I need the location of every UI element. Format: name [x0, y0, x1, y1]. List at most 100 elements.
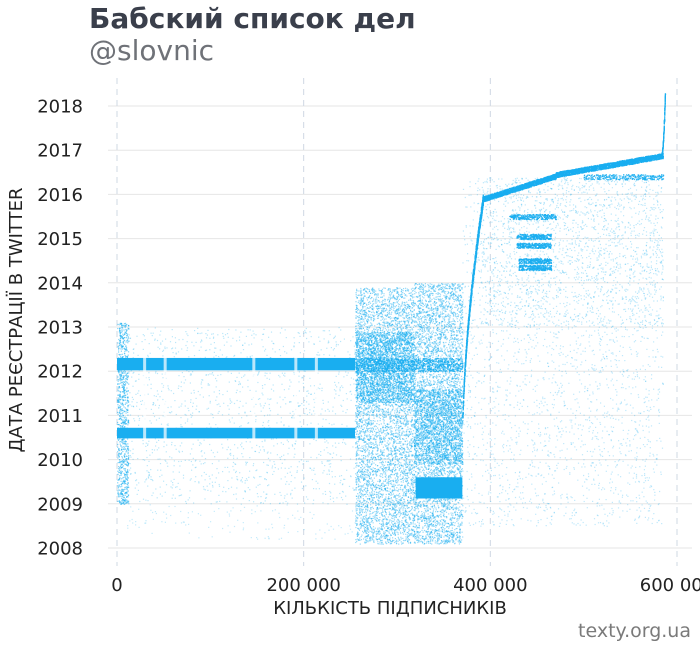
- data-point: [194, 481, 196, 483]
- data-point: [356, 476, 359, 478]
- data-point: [365, 514, 368, 516]
- data-point: [239, 339, 241, 341]
- data-point: [409, 466, 411, 468]
- data-point: [393, 389, 395, 391]
- data-point: [400, 462, 402, 464]
- data-point: [386, 543, 388, 545]
- data-point: [225, 357, 227, 359]
- data-point: [342, 410, 344, 412]
- data-point: [125, 383, 127, 385]
- data-point: [385, 352, 387, 354]
- data-point: [355, 473, 357, 475]
- data-point: [121, 348, 123, 350]
- data-point: [387, 305, 389, 307]
- data-point: [147, 354, 149, 356]
- data-point: [384, 480, 386, 482]
- data-point: [372, 412, 374, 414]
- data-point: [397, 432, 399, 434]
- data-point: [234, 354, 236, 357]
- data-point: [394, 306, 397, 308]
- data-point: [125, 418, 127, 420]
- data-point: [412, 302, 415, 304]
- data-point: [382, 408, 384, 411]
- data-point: [168, 505, 170, 508]
- data-point: [362, 473, 364, 476]
- data-point: [404, 508, 406, 510]
- data-point: [157, 399, 159, 401]
- data-point: [382, 317, 384, 319]
- data-point: [407, 373, 409, 375]
- data-point: [372, 428, 374, 430]
- data-point: [121, 336, 123, 338]
- data-point: [163, 511, 165, 513]
- data-point: [124, 482, 126, 484]
- data-point: [394, 512, 396, 514]
- data-point: [407, 411, 409, 413]
- data-point: [240, 352, 242, 354]
- data-point: [387, 522, 389, 524]
- data-point: [185, 344, 187, 347]
- data-point: [288, 483, 290, 485]
- data-point: [124, 442, 126, 444]
- data-point: [266, 471, 268, 473]
- data-point: [363, 445, 365, 447]
- data-point: [309, 377, 311, 379]
- data-point: [162, 355, 164, 357]
- data-point: [393, 541, 396, 544]
- data-point: [384, 327, 386, 329]
- data-point: [249, 356, 251, 358]
- data-point: [124, 422, 126, 424]
- data-point: [208, 475, 210, 477]
- data-point: [410, 482, 412, 484]
- data-point: [121, 324, 123, 326]
- data-point: [381, 488, 383, 491]
- data-point: [150, 476, 152, 478]
- data-point: [316, 354, 318, 356]
- data-point: [321, 462, 323, 464]
- data-point: [210, 413, 212, 415]
- data-point: [280, 494, 282, 496]
- data-point: [119, 501, 121, 503]
- data-point: [119, 332, 121, 334]
- data-point: [395, 529, 397, 531]
- data-point: [122, 461, 124, 463]
- data-point: [369, 492, 371, 494]
- data-point: [365, 402, 367, 404]
- data-point: [147, 476, 149, 478]
- data-point: [353, 489, 355, 491]
- data-point: [407, 525, 409, 527]
- data-point: [380, 438, 382, 440]
- data-point: [404, 323, 406, 326]
- data-point: [408, 449, 410, 451]
- data-point: [385, 474, 387, 476]
- data-point: [251, 334, 253, 336]
- data-point: [380, 429, 382, 431]
- data-point: [382, 523, 385, 525]
- data-point: [280, 537, 283, 539]
- data-point: [388, 306, 390, 308]
- data-point: [293, 417, 295, 419]
- data-point: [381, 308, 383, 310]
- data-point: [328, 354, 331, 356]
- data-point: [124, 395, 126, 397]
- data-point: [410, 292, 412, 294]
- data-point: [266, 472, 268, 474]
- data-point: [123, 459, 125, 461]
- dense-band-2010: [117, 427, 355, 439]
- data-point: [395, 495, 397, 497]
- data-point: [278, 538, 280, 540]
- data-point: [388, 490, 390, 492]
- data-point: [215, 386, 217, 388]
- data-point: [126, 399, 128, 401]
- data-point: [413, 358, 415, 360]
- data-point: [229, 449, 232, 451]
- data-point: [124, 440, 126, 442]
- data-point: [255, 415, 257, 417]
- data-point: [126, 450, 128, 452]
- data-point: [381, 507, 383, 509]
- data-point: [117, 379, 119, 381]
- data-point: [381, 483, 383, 485]
- data-point: [379, 323, 381, 325]
- data-point: [119, 339, 122, 341]
- data-point: [279, 456, 281, 459]
